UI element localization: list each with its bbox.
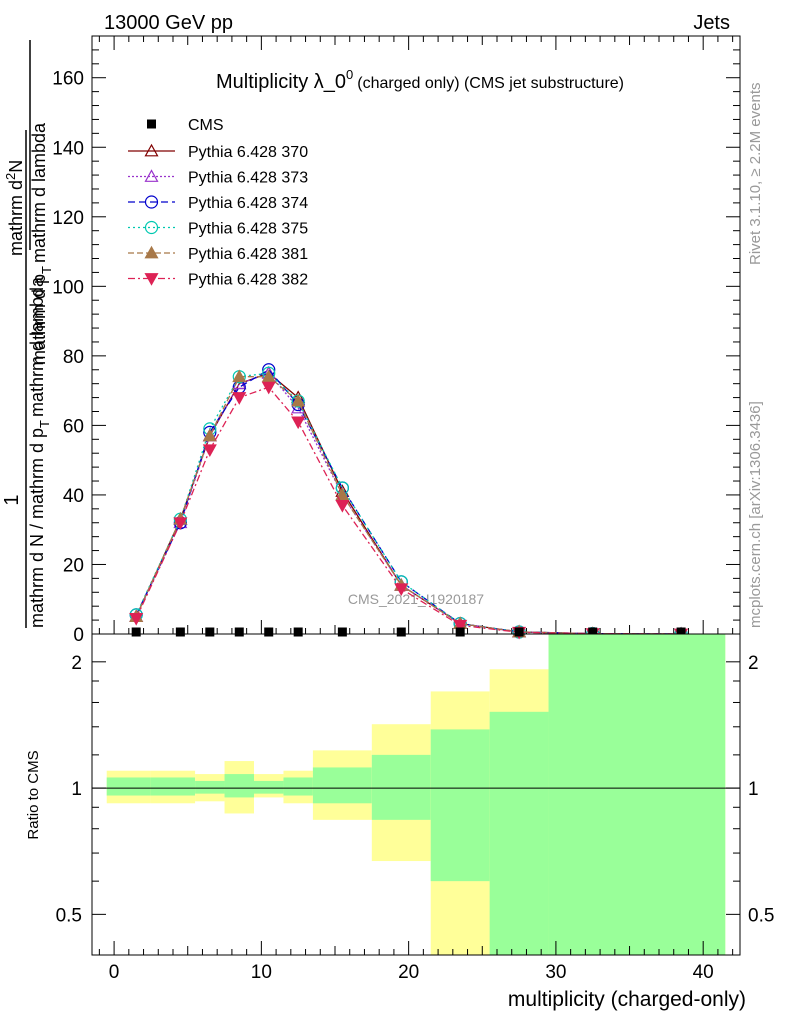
legend-marker (144, 220, 159, 235)
series-line (135, 376, 682, 635)
ratio-inner-band (312, 767, 372, 804)
legend-marker (144, 169, 159, 182)
cms-data-point (337, 627, 347, 637)
y-tick-label: 20 (63, 555, 84, 576)
x-tick-label: 0 (109, 962, 120, 983)
rivet-label: Rivet 3.1.10, ≥ 2.2M events (747, 83, 764, 266)
ratio-y-tick-label-right: 2 (748, 653, 759, 674)
main-series (129, 363, 689, 642)
ratio-inner-band (224, 774, 254, 798)
legend-label: CMS (188, 117, 224, 134)
legend-marker (144, 143, 159, 157)
x-tick-label: 30 (545, 962, 566, 983)
cms-data-point (514, 627, 524, 637)
ratio-inner-band (150, 777, 196, 796)
main-axis-ticks: 0 20 40 60 80 100 120 140 160 (52, 36, 740, 646)
process-label: Jets (693, 12, 730, 34)
series-point (129, 612, 144, 626)
y-axis-label-secondary-numerator: mathrm d2N (3, 160, 26, 256)
ratio-inner-band (430, 729, 490, 882)
legend-marker-cms (147, 119, 156, 129)
y-tick-label: 40 (63, 486, 84, 507)
ratio-y-axis-label: Ratio to CMS (25, 750, 42, 839)
cms-data-point (293, 627, 303, 637)
series-point (232, 392, 247, 405)
y-axis-label-secondary: mathrm d2N mathrm d pTmathrm d lambda (3, 40, 54, 365)
legend-label: Pythia 6.428 375 (188, 221, 308, 238)
series-point (291, 393, 306, 407)
ratio-inner-band (195, 780, 225, 794)
series-point (261, 381, 276, 395)
y-tick-label: 60 (63, 416, 84, 437)
cms-data-point (264, 627, 274, 637)
legend-label: Pythia 6.428 373 (188, 170, 308, 187)
ratio-y-tick-label-right: 1 (748, 779, 759, 800)
series-point (335, 487, 350, 501)
plot-title: Multiplicity λ_00(charged only) (CMS jet… (216, 67, 624, 93)
ratio-inner-band (371, 754, 431, 820)
x-axis-label: multiplicity (charged-only) (508, 988, 746, 1011)
series-point (453, 619, 468, 633)
cms-data-point (175, 627, 185, 637)
y-axis-label-numerator: 1 (1, 494, 23, 505)
x-tick-label: 20 (398, 962, 419, 983)
ratio-inner-band (106, 777, 151, 796)
energy-label: 13000 GeV pp (104, 12, 233, 34)
ratio-plot-frame (91, 633, 741, 956)
legend-label: Pythia 6.428 381 (188, 246, 308, 263)
y-tick-label: 160 (52, 69, 84, 90)
cms-data-point (455, 627, 465, 637)
ratio-bands (106, 634, 726, 955)
y-axis-label-denominator: mathrm d N / mathrm d pTmathrm d lambda (27, 276, 52, 628)
series-point (261, 369, 276, 383)
series-point (202, 444, 217, 457)
series-point (202, 428, 217, 442)
cms-data-point (676, 627, 686, 637)
ratio-inner-band (254, 780, 284, 794)
y-axis-label-secondary-denominator: mathrm d pTmathrm d lambda (29, 122, 54, 365)
ratio-plot: 0.5 0.51 12 20 10 20 30 40 Ratio to CMS multipl… (25, 633, 775, 1011)
ratio-inner-band (548, 634, 726, 955)
series-point (335, 499, 350, 513)
y-tick-label: 80 (63, 347, 84, 368)
legend-marker (144, 245, 159, 259)
legend-marker (144, 273, 159, 286)
ratio-y-tick-label: 1 (71, 779, 82, 800)
y-tick-label: 100 (52, 277, 84, 298)
cms-data-point (588, 627, 598, 637)
ratio-y-tick-label: 2 (71, 653, 82, 674)
series-point (232, 369, 247, 383)
legend-label: Pythia 6.428 374 (188, 195, 308, 212)
legend: CMS Pythia 6.428 370 Pythia 6.428 373 Pythi… (128, 117, 308, 289)
x-tick-label: 40 (693, 962, 714, 983)
ratio-y-tick-label: 0.5 (56, 905, 82, 926)
legend-marker (144, 195, 159, 209)
mcplots-label: mcplots.cern.ch [arXiv:1306.3436] (747, 401, 764, 628)
ratio-y-tick-label-right: 0.5 (748, 905, 774, 926)
cms-data-point (396, 627, 406, 637)
cms-data-point (131, 627, 141, 637)
y-tick-label: 0 (73, 625, 84, 646)
analysis-watermark: CMS_2021_I1920187 (348, 591, 484, 607)
legend-label: Pythia 6.428 370 (188, 144, 308, 161)
x-tick-label: 10 (251, 962, 272, 983)
series-point (173, 517, 188, 530)
series-line (135, 386, 682, 635)
ratio-inner-band (489, 711, 549, 955)
y-axis-label: 1 mathrm d N / mathrm d pTmathrm d lambd… (1, 130, 52, 628)
cms-data-point (205, 627, 215, 637)
cms-data-point (234, 627, 244, 637)
series-point (394, 583, 409, 597)
series-point (291, 416, 306, 430)
y-tick-label: 140 (52, 138, 84, 159)
ratio-inner-band (283, 777, 313, 796)
main-plot: Multiplicity λ_00(charged only) (CMS jet… (1, 35, 741, 646)
legend-label: Pythia 6.428 382 (188, 272, 308, 289)
y-tick-label: 120 (52, 208, 84, 229)
ratio-axis-ticks: 0.5 0.51 12 20 10 20 30 40 (56, 653, 775, 983)
